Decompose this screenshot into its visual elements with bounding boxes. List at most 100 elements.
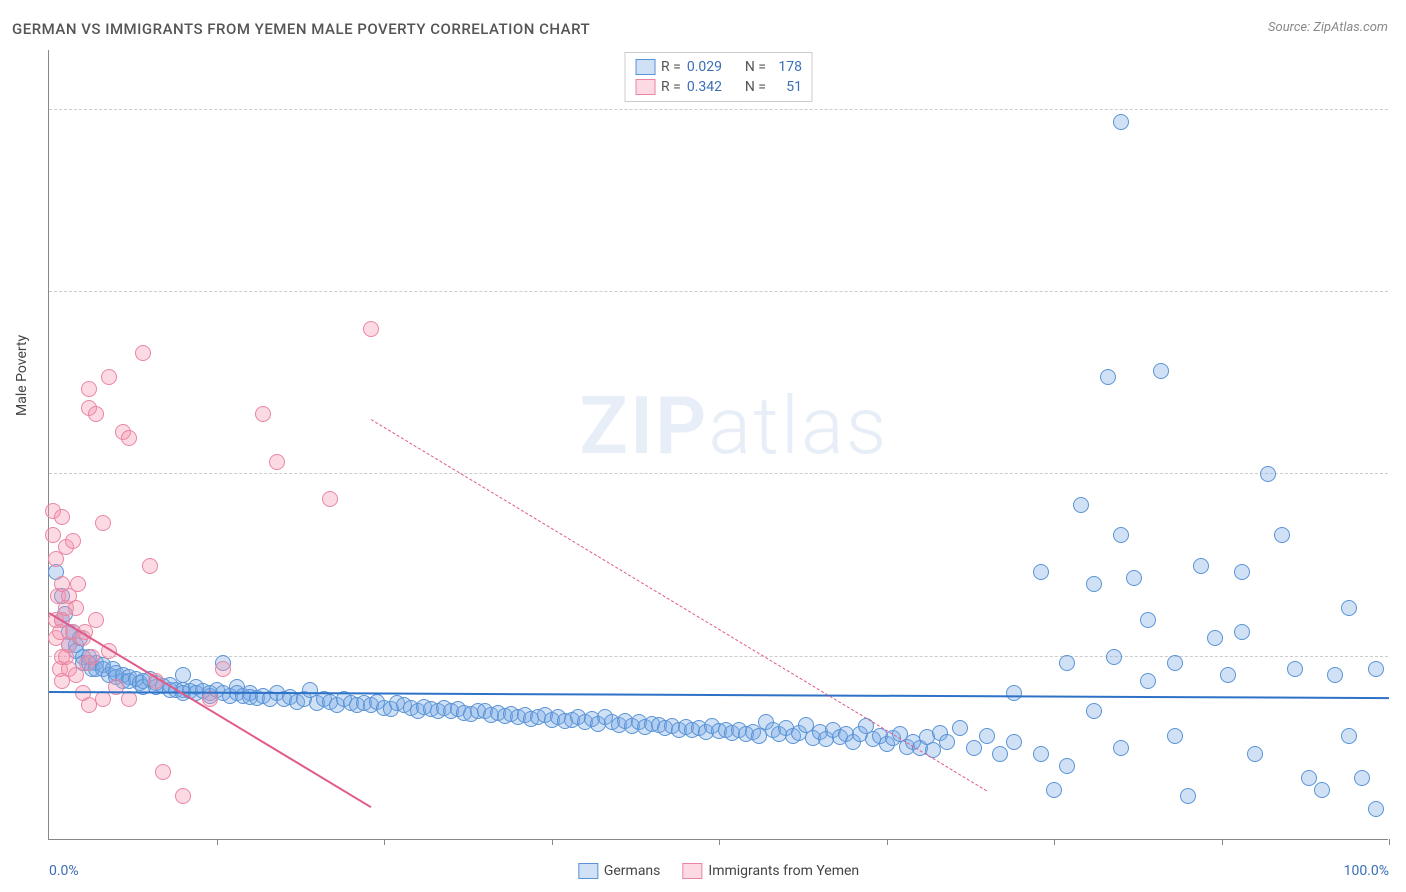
data-point: [1327, 667, 1343, 683]
data-point: [88, 406, 104, 422]
data-point: [1354, 770, 1370, 786]
data-point: [81, 381, 97, 397]
data-point: [1341, 728, 1357, 744]
data-point: [1086, 576, 1102, 592]
legend-n-value: 51: [772, 79, 802, 95]
y-tick-label: 15.0%: [1393, 633, 1406, 649]
y-tick-label: 30.0%: [1393, 450, 1406, 466]
data-point: [1314, 782, 1330, 798]
legend-r-value: 0.342: [687, 79, 731, 95]
gridline: [49, 109, 1388, 110]
data-point: [135, 345, 151, 361]
chart-title: GERMAN VS IMMIGRANTS FROM YEMEN MALE POV…: [12, 20, 590, 38]
legend-n-label: N =: [745, 59, 766, 75]
legend-label: Germans: [604, 863, 661, 879]
data-point: [1140, 612, 1156, 628]
x-tick: [384, 839, 385, 845]
data-point: [142, 558, 158, 574]
data-point: [1113, 740, 1129, 756]
data-point: [1368, 801, 1384, 817]
data-point: [1368, 661, 1384, 677]
legend-row: R = 0.029 N = 178: [635, 57, 802, 77]
data-point: [1341, 600, 1357, 616]
data-point: [1006, 685, 1022, 701]
plot-area: ZIPatlas R =0.029N =178R =0.342N =51 Ger…: [48, 50, 1388, 840]
trend-line: [48, 612, 371, 808]
data-point: [1033, 746, 1049, 762]
x-tick: [1054, 839, 1055, 845]
y-tick-label: 60.0%: [1393, 86, 1406, 102]
data-point: [1234, 624, 1250, 640]
x-tick: [1222, 839, 1223, 845]
legend-swatch: [682, 863, 702, 879]
watermark: ZIPatlas: [580, 379, 889, 473]
legend-swatch: [635, 59, 655, 75]
data-point: [1046, 782, 1062, 798]
watermark-bold: ZIP: [580, 379, 709, 473]
x-tick-label: 100.0%: [1344, 863, 1389, 879]
data-point: [1180, 788, 1196, 804]
legend-item: Immigrants from Yemen: [682, 863, 859, 879]
data-point: [269, 454, 285, 470]
data-point: [1073, 497, 1089, 513]
data-point: [1126, 570, 1142, 586]
data-point: [1193, 558, 1209, 574]
legend-r-label: R =: [661, 59, 681, 75]
data-point: [1287, 661, 1303, 677]
data-point: [121, 430, 137, 446]
x-tick: [1389, 839, 1390, 845]
data-point: [363, 321, 379, 337]
legend-swatch: [635, 79, 655, 95]
data-point: [992, 746, 1008, 762]
data-point: [215, 661, 231, 677]
data-point: [1086, 703, 1102, 719]
data-point: [45, 527, 61, 543]
data-point: [84, 649, 100, 665]
data-point: [1106, 649, 1122, 665]
data-point: [1113, 527, 1129, 543]
data-point: [1220, 667, 1236, 683]
x-tick: [552, 839, 553, 845]
y-axis-label: Male Poverty: [14, 335, 30, 416]
data-point: [1260, 466, 1276, 482]
data-point: [65, 533, 81, 549]
data-point: [175, 788, 191, 804]
legend-n-value: 178: [772, 59, 802, 75]
data-point: [1006, 734, 1022, 750]
legend-series: Germans Immigrants from Yemen: [578, 863, 859, 879]
x-tick: [719, 839, 720, 845]
legend-r-value: 0.029: [687, 59, 731, 75]
data-point: [70, 576, 86, 592]
legend-r-label: R =: [661, 79, 681, 95]
data-point: [1274, 527, 1290, 543]
watermark-light: atlas: [708, 379, 888, 473]
data-point: [1153, 363, 1169, 379]
data-point: [1033, 564, 1049, 580]
legend-row: R = 0.342 N = 51: [635, 77, 802, 97]
legend-item: Germans: [578, 863, 661, 879]
legend-correlation: R = 0.029 N = 178 R = 0.342 N = 51: [624, 52, 813, 102]
legend-swatch: [578, 863, 598, 879]
data-point: [121, 691, 137, 707]
data-point: [952, 720, 968, 736]
data-point: [255, 406, 271, 422]
x-tick: [217, 839, 218, 845]
gridline: [49, 291, 1388, 292]
legend-label: Immigrants from Yemen: [708, 863, 859, 879]
data-point: [1140, 673, 1156, 689]
data-point: [1247, 746, 1263, 762]
gridline: [49, 473, 1388, 474]
x-tick: [887, 839, 888, 845]
data-point: [54, 509, 70, 525]
data-point: [1100, 369, 1116, 385]
legend-n-label: N =: [745, 79, 766, 95]
data-point: [322, 491, 338, 507]
data-point: [1167, 728, 1183, 744]
data-point: [966, 740, 982, 756]
data-point: [101, 369, 117, 385]
data-point: [1234, 564, 1250, 580]
data-point: [979, 728, 995, 744]
data-point: [95, 691, 111, 707]
y-tick-label: 45.0%: [1393, 268, 1406, 284]
x-tick-label: 0.0%: [49, 863, 79, 879]
